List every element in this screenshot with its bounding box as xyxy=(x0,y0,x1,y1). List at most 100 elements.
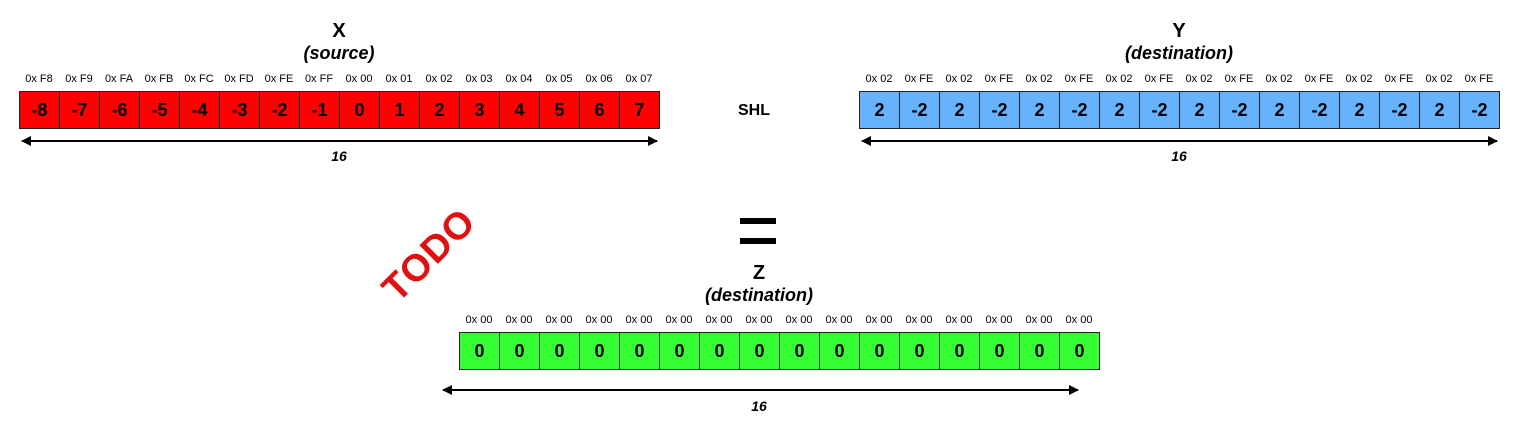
z-hex-label: 0x 00 xyxy=(585,314,613,326)
x-cell: 7 xyxy=(620,92,660,128)
y-cell: -2 xyxy=(1460,92,1500,128)
x-cell: 5 xyxy=(540,92,580,128)
z-cell: 0 xyxy=(940,333,980,369)
y-cell: -2 xyxy=(980,92,1020,128)
z-subtitle: (destination) xyxy=(705,285,813,305)
z-hex-label: 0x 00 xyxy=(785,314,813,326)
y-hex-label: 0x FE xyxy=(1384,73,1414,85)
x-label: X xyxy=(332,20,346,42)
x-hex-label: 0x 05 xyxy=(545,73,573,85)
x-hex-row: 0x F8 0x F9 0x FA 0x FB 0x FC 0x FD 0x FE 0x FF… xyxy=(19,72,659,86)
x-cell: -5 xyxy=(140,92,180,128)
z-hex-label: 0x 00 xyxy=(1025,314,1053,326)
y-hex-label: 0x FE xyxy=(984,73,1014,85)
x-cell: -4 xyxy=(180,92,220,128)
y-cell: 2 xyxy=(1260,92,1300,128)
x-hex-label: 0x FF xyxy=(304,73,334,85)
y-hex-label: 0x FE xyxy=(904,73,934,85)
y-subtitle: (destination) xyxy=(1125,43,1233,63)
x-hex-label: 0x 07 xyxy=(625,73,653,85)
y-cell: 2 xyxy=(1340,92,1380,128)
x-cell: 4 xyxy=(500,92,540,128)
z-hex-label: 0x 00 xyxy=(985,314,1013,326)
y-hex-label: 0x FE xyxy=(1224,73,1254,85)
y-cell: -2 xyxy=(900,92,940,128)
y-hex-label: 0x 02 xyxy=(1265,73,1293,85)
z-cell: 0 xyxy=(580,333,620,369)
y-hex-label: 0x FE xyxy=(1064,73,1094,85)
y-register: 2 -2 2 -2 2 -2 2 -2 2 -2 2 -2 2 -2 2 -2 xyxy=(859,91,1500,129)
z-title: Z (destination) xyxy=(639,262,879,306)
y-cell: -2 xyxy=(1300,92,1340,128)
y-cell: -2 xyxy=(1220,92,1260,128)
y-hex-label: 0x 02 xyxy=(1345,73,1373,85)
y-cell: 2 xyxy=(1180,92,1220,128)
y-hex-label: 0x 02 xyxy=(865,73,893,85)
y-hex-row: 0x 02 0x FE 0x 02 0x FE 0x 02 0x FE 0x 02 0x FE… xyxy=(859,72,1499,86)
x-hex-label: 0x FE xyxy=(264,73,294,85)
y-cell: -2 xyxy=(1380,92,1420,128)
y-cell: 2 xyxy=(1100,92,1140,128)
z-hex-label: 0x 00 xyxy=(465,314,493,326)
y-cell: -2 xyxy=(1060,92,1100,128)
x-cell: 3 xyxy=(460,92,500,128)
z-cell: 0 xyxy=(860,333,900,369)
z-hex-label: 0x 00 xyxy=(505,314,533,326)
y-cell: -2 xyxy=(1140,92,1180,128)
z-hex-label: 0x 00 xyxy=(825,314,853,326)
y-hex-label: 0x FE xyxy=(1464,73,1494,85)
x-cell: 0 xyxy=(340,92,380,128)
x-cell: -3 xyxy=(220,92,260,128)
z-cell: 0 xyxy=(700,333,740,369)
x-hex-label: 0x FA xyxy=(104,73,134,85)
x-hex-label: 0x FD xyxy=(224,73,254,85)
z-hex-label: 0x 00 xyxy=(945,314,973,326)
x-cell: -1 xyxy=(300,92,340,128)
operator-label: SHL xyxy=(738,102,770,119)
equals-bar-bottom xyxy=(740,238,776,244)
z-hex-label: 0x 00 xyxy=(745,314,773,326)
z-hex-label: 0x 00 xyxy=(545,314,573,326)
x-subtitle: (source) xyxy=(303,43,375,63)
x-length-label: 16 xyxy=(331,148,347,164)
z-cell: 0 xyxy=(740,333,780,369)
z-cell: 0 xyxy=(460,333,500,369)
equals-sign xyxy=(740,218,776,246)
y-hex-label: 0x FE xyxy=(1304,73,1334,85)
z-cell: 0 xyxy=(540,333,580,369)
y-hex-label: 0x 02 xyxy=(1105,73,1133,85)
z-hex-label: 0x 00 xyxy=(625,314,653,326)
x-cell: -7 xyxy=(60,92,100,128)
x-cell: -2 xyxy=(260,92,300,128)
x-hex-label: 0x FC xyxy=(184,73,214,85)
x-cell: 6 xyxy=(580,92,620,128)
x-hex-label: 0x F9 xyxy=(65,73,93,85)
x-title: X (source) xyxy=(219,20,459,64)
x-hex-label: 0x 04 xyxy=(505,73,533,85)
y-hex-label: 0x 02 xyxy=(1425,73,1453,85)
z-cell: 0 xyxy=(980,333,1020,369)
y-length-label: 16 xyxy=(1171,148,1187,164)
x-hex-label: 0x 00 xyxy=(345,73,373,85)
x-cell: 2 xyxy=(420,92,460,128)
z-cell: 0 xyxy=(820,333,860,369)
y-cell: 2 xyxy=(1420,92,1460,128)
x-hex-label: 0x 06 xyxy=(585,73,613,85)
y-hex-label: 0x 02 xyxy=(1025,73,1053,85)
z-cell: 0 xyxy=(500,333,540,369)
equals-bar-top xyxy=(740,218,776,224)
y-hex-label: 0x 02 xyxy=(1185,73,1213,85)
z-cell: 0 xyxy=(1060,333,1100,369)
z-cell: 0 xyxy=(1020,333,1060,369)
z-hex-label: 0x 00 xyxy=(1065,314,1093,326)
x-cell: -6 xyxy=(100,92,140,128)
z-hex-label: 0x 00 xyxy=(905,314,933,326)
z-length-label: 16 xyxy=(751,398,767,414)
y-hex-label: 0x 02 xyxy=(945,73,973,85)
y-cell: 2 xyxy=(940,92,980,128)
x-hex-label: 0x F8 xyxy=(25,73,53,85)
x-register: -8 -7 -6 -5 -4 -3 -2 -1 0 1 2 3 4 5 6 7 xyxy=(19,91,660,129)
z-cell: 0 xyxy=(620,333,660,369)
